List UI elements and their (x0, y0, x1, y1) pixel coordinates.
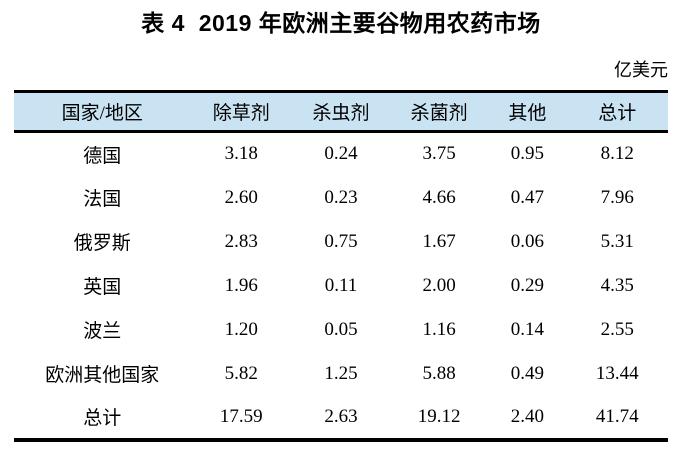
row-label: 法国 (83, 189, 122, 210)
cell-value: 0.11 (324, 274, 358, 296)
row-label: 英国 (83, 277, 122, 298)
column-header: 杀虫剂 (312, 103, 370, 124)
row-label: 欧洲其他国家 (45, 365, 160, 386)
cell-value: 5.31 (600, 230, 634, 252)
table-row: 总计 17.59 2.63 19.12 2.40 41.74 (14, 395, 668, 440)
cell-value: 0.23 (324, 186, 358, 208)
cell-value: 0.05 (324, 318, 358, 340)
cell-value: 41.74 (595, 405, 639, 427)
column-header: 总计 (598, 103, 637, 124)
cell-value: 8.12 (600, 143, 634, 165)
cell-value: 2.60 (224, 186, 258, 208)
cell-value: 0.24 (324, 143, 358, 165)
cell-value: 0.06 (510, 230, 544, 252)
cell-value: 1.96 (224, 274, 258, 296)
row-label: 波兰 (83, 321, 122, 342)
header-row: 国家/地区 除草剂 杀虫剂 杀菌剂 其他 总计 (14, 91, 668, 132)
cell-value: 3.18 (224, 143, 258, 165)
table-row: 俄罗斯 2.83 0.75 1.67 0.06 5.31 (14, 219, 668, 264)
cell-value: 5.82 (224, 362, 258, 384)
cell-value: 1.20 (224, 318, 258, 340)
column-header: 国家/地区 (61, 103, 143, 124)
cell-value: 2.63 (324, 405, 358, 427)
cell-value: 1.25 (324, 362, 358, 384)
row-label: 总计 (83, 408, 122, 429)
cell-value: 1.16 (422, 318, 456, 340)
cell-value: 2.55 (600, 318, 634, 340)
column-header: 其他 (508, 103, 547, 124)
cell-value: 0.95 (510, 143, 544, 165)
cell-value: 4.66 (422, 186, 456, 208)
cell-value: 5.88 (422, 362, 456, 384)
cell-value: 0.47 (510, 186, 544, 208)
cell-value: 0.29 (510, 274, 544, 296)
unit-label: 亿美元 (614, 60, 668, 80)
cell-value: 0.75 (324, 230, 358, 252)
cell-value: 2.83 (224, 230, 258, 252)
pesticide-market-table: 国家/地区 除草剂 杀虫剂 杀菌剂 其他 总计 德国 3.18 0.24 3.75 0.95 8.1… (14, 90, 668, 442)
cell-value: 4.35 (600, 274, 634, 296)
cell-value: 0.14 (510, 318, 544, 340)
cell-value: 17.59 (219, 405, 263, 427)
table-row: 欧洲其他国家 5.82 1.25 5.88 0.49 13.44 (14, 351, 668, 396)
table-title: 表 4 2019 年欧洲主要谷物用农药市场 (141, 10, 541, 36)
row-label: 俄罗斯 (73, 233, 131, 254)
cell-value: 19.12 (417, 405, 461, 427)
cell-value: 13.44 (595, 362, 639, 384)
cell-value: 1.67 (422, 230, 456, 252)
table-body: 德国 3.18 0.24 3.75 0.95 8.12 法国 2.60 0.23 4.66 0.47… (14, 131, 668, 440)
cell-value: 2.40 (510, 405, 544, 427)
cell-value: 3.75 (422, 143, 456, 165)
cell-value: 7.96 (600, 186, 634, 208)
cell-value: 0.49 (510, 362, 544, 384)
table-row: 法国 2.60 0.23 4.66 0.47 7.96 (14, 175, 668, 220)
table-row: 波兰 1.20 0.05 1.16 0.14 2.55 (14, 307, 668, 352)
column-header: 杀菌剂 (410, 103, 468, 124)
column-header: 除草剂 (212, 103, 270, 124)
table-row: 英国 1.96 0.11 2.00 0.29 4.35 (14, 263, 668, 308)
row-label: 德国 (83, 145, 122, 167)
table-row: 德国 3.18 0.24 3.75 0.95 8.12 (14, 131, 668, 176)
cell-value: 2.00 (422, 274, 456, 296)
